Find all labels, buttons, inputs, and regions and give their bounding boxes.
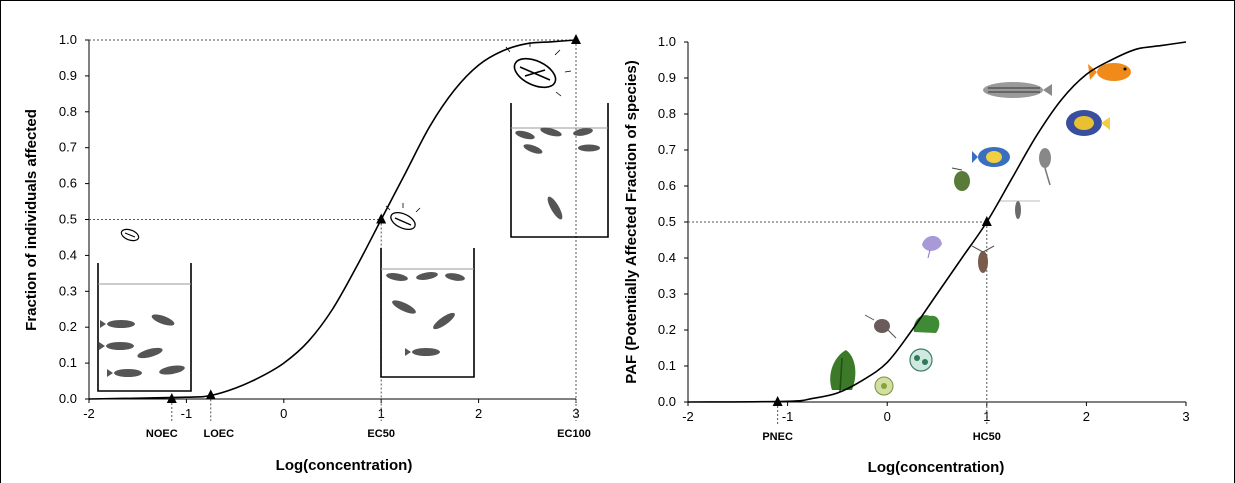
y-tick-label: 0.7 (59, 140, 77, 155)
beaker-low-concentration (97, 228, 192, 392)
y-tick-label: 0.8 (658, 106, 676, 121)
y-tick-label: 0.9 (658, 70, 676, 85)
threshold-labels: PNEC HC50 (762, 431, 1001, 443)
zebrafish-icon (983, 82, 1052, 98)
species-illustrations (830, 63, 1131, 396)
data-points (772, 216, 992, 406)
tropical-fish-icon (972, 147, 1010, 167)
y-tick-label: 0.8 (59, 104, 77, 119)
x-tick-label: 0 (884, 409, 891, 424)
x-tick-label: -2 (682, 409, 694, 424)
y-tick-label: 0.2 (658, 322, 676, 337)
y-tick-label: 0.6 (658, 178, 676, 193)
threshold-label: PNEC (762, 431, 793, 443)
y-tick-label: 0.1 (59, 355, 77, 370)
copepod-icon (1039, 148, 1051, 186)
x-tick-label: -2 (83, 406, 95, 421)
dose-response-curve (88, 39, 577, 400)
y-tick-label: 0.0 (658, 394, 676, 409)
y-tick-label: 0.5 (59, 212, 77, 227)
dead-fish-icon (120, 228, 140, 242)
x-ticks: -2 -1 0 1 2 3 (682, 402, 1190, 424)
triangle-marker (376, 213, 387, 224)
threshold-label: EC100 (557, 428, 591, 440)
protozoa-icon (874, 376, 894, 396)
protozoa-icon (909, 348, 933, 372)
copepod-icon (971, 245, 995, 273)
threshold-label: LOEC (203, 428, 234, 440)
x-axis-title: Log(concentration) (868, 459, 1005, 476)
y-tick-label: 0.1 (658, 358, 676, 373)
threshold-label: EC50 (367, 428, 395, 440)
y-tick-label: 0.3 (59, 283, 77, 298)
y-tick-label: 1.0 (59, 32, 77, 47)
y-ticks: 0.0 0.1 0.2 0.3 0.4 0.5 0.6 0.7 0.8 0.9 1.0 (658, 34, 688, 409)
y-tick-label: 1.0 (658, 34, 676, 49)
angelfish-icon (1066, 110, 1110, 136)
y-tick-label: 0.4 (658, 250, 676, 265)
threshold-label: NOEC (146, 428, 178, 440)
y-axis-title: PAF (Potentially Affected Fraction of sp… (623, 60, 640, 383)
dead-fish-icon (385, 203, 421, 231)
species-sensitivity-curve (687, 41, 1187, 403)
y-tick-label: 0.9 (59, 68, 77, 83)
x-tick-label: 0 (280, 406, 287, 421)
goldfish-icon (1088, 63, 1131, 81)
species-sensitivity-chart: 0.0 0.1 0.2 0.3 0.4 0.5 0.6 0.7 0.8 0.9 1.0 -2 -1 0 1… (623, 34, 1190, 476)
x-tick-label: 2 (1083, 409, 1090, 424)
y-tick-label: 0.6 (59, 176, 77, 191)
x-tick-label: 1 (983, 409, 990, 424)
guide-lines (89, 39, 577, 421)
copepod-icon (1000, 200, 1040, 219)
moss-icon (913, 315, 940, 333)
x-tick-label: -1 (782, 409, 794, 424)
fish-icon (99, 314, 185, 377)
fish-icon (386, 272, 465, 356)
triangle-marker (205, 389, 216, 400)
triangle-marker (772, 396, 783, 406)
y-tick-label: 0.3 (658, 286, 676, 301)
y-tick-label: 0.7 (658, 142, 676, 157)
triangle-marker (166, 393, 177, 403)
algae-icon (830, 350, 856, 393)
copepod-icon (864, 314, 897, 339)
threshold-labels: NOEC LOEC EC50 EC100 (146, 428, 591, 440)
x-tick-label: -1 (181, 406, 193, 421)
triangle-marker (981, 216, 992, 226)
y-tick-label: 0.2 (59, 319, 77, 334)
y-tick-label: 0.4 (59, 247, 77, 262)
x-axis-title: Log(concentration) (276, 457, 413, 474)
dead-fish-icon (505, 42, 572, 97)
y-tick-label: 0.0 (59, 391, 77, 406)
x-tick-label: 3 (1182, 409, 1189, 424)
dose-response-chart: 0.0 0.1 0.2 0.3 0.4 0.5 0.6 0.7 0.8 0.9 1.0 -2 -1 0 1… (23, 32, 609, 474)
x-ticks: -2 -1 0 1 2 3 (83, 399, 580, 421)
x-tick-label: 2 (475, 406, 482, 421)
y-axis-title: Fraction of individuals affected (23, 109, 40, 331)
beaker-high-concentration (505, 42, 609, 238)
fish-icon (515, 127, 600, 220)
threshold-label: HC50 (973, 431, 1001, 443)
triangle-marker (571, 34, 581, 44)
y-ticks: 0.0 0.1 0.2 0.3 0.4 0.5 0.6 0.7 0.8 0.9 1.0 (59, 32, 89, 406)
jellyfish-icon (922, 235, 942, 259)
data-points (166, 34, 581, 403)
beaker-mid-concentration (380, 203, 475, 378)
y-tick-label: 0.5 (658, 214, 676, 229)
daphnia-icon (951, 167, 970, 191)
